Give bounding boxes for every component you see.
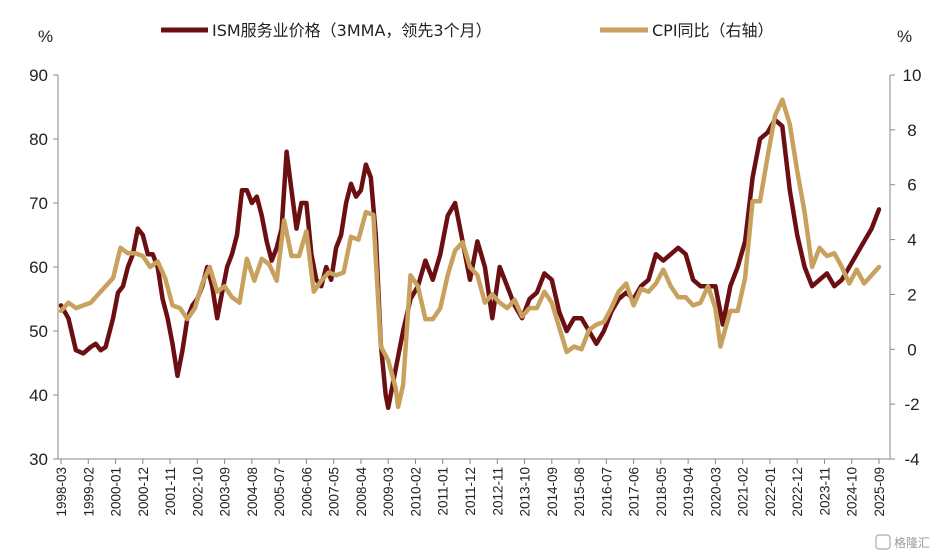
x-tick-label: 2021-02: [736, 467, 751, 517]
x-tick-label: 2014-09: [545, 467, 560, 517]
right-axis-unit: %: [897, 27, 912, 46]
x-tick-label: 2008-04: [354, 467, 369, 517]
watermark-text: 格隆汇: [894, 535, 930, 550]
x-tick-label: 2023-11: [817, 467, 832, 516]
x-tick-label: 2007-05: [327, 467, 342, 517]
x-tick-label: 2024-10: [845, 467, 860, 517]
left-axis-unit: %: [38, 27, 53, 46]
x-tick-label: 2017-06: [627, 467, 642, 517]
watermark-logo-icon: [875, 534, 891, 550]
right-tick-label: 4: [907, 231, 916, 250]
right-tick-label: 10: [903, 66, 922, 85]
left-tick-label: 40: [29, 386, 48, 405]
legend-label-ism: ISM服务业价格（3MMA，领先3个月）: [212, 21, 492, 40]
x-tick-label: 1998-03: [54, 467, 69, 517]
x-tick-label: 2000-12: [136, 467, 151, 517]
x-tick-label: 2006-06: [299, 467, 314, 517]
cpi-yoy-line: [58, 97, 882, 410]
x-tick-label: 2003-09: [218, 467, 233, 517]
x-tick-label: 2002-10: [190, 467, 205, 517]
legend-label-cpi: CPI同比（右轴）: [652, 21, 774, 40]
left-tick-label: 80: [29, 130, 48, 149]
x-tick-label: 2018-05: [654, 467, 669, 517]
right-tick-label: 2: [907, 285, 916, 304]
right-tick-label: 6: [907, 176, 916, 195]
x-tick-label: 2009-03: [381, 467, 396, 517]
right-tick-label: -2: [904, 395, 919, 414]
series-layer: [58, 97, 882, 411]
x-tick-label: 2022-12: [790, 467, 805, 517]
right-tick-label: 0: [907, 340, 916, 359]
x-tick-label: 2025-09: [872, 467, 887, 517]
x-tick-label: 2019-04: [681, 467, 696, 517]
watermark: 格隆汇: [875, 534, 930, 550]
ism-services-prices-line: [58, 117, 882, 411]
x-tick-label: 2004-08: [245, 467, 260, 517]
left-tick-labels: 30 40 50 60 70 80 90: [29, 66, 58, 469]
x-tick-label: 2013-10: [518, 467, 533, 517]
left-tick-label: 60: [29, 258, 48, 277]
right-tick-labels: -4 -2 0 2 4 6 8 10: [890, 66, 921, 469]
x-tick-label: 2001-11: [163, 467, 178, 516]
left-tick-label: 50: [29, 322, 48, 341]
x-tick-label: 2011-12: [463, 467, 478, 516]
left-tick-label: 90: [29, 66, 48, 85]
left-tick-label: 70: [29, 194, 48, 213]
x-tick-label: 2015-08: [572, 467, 587, 517]
x-tick-label: 2000-01: [109, 467, 124, 517]
x-tick-label: 2012-11: [490, 467, 505, 516]
x-tick-label: 2022-01: [763, 467, 778, 517]
x-tick-label: 1999-02: [81, 467, 96, 517]
x-tick-labels: 1998-03 1999-02 2000-01 2000-12 2001-11 2002-…: [54, 459, 887, 517]
right-tick-label: -4: [904, 450, 919, 469]
x-tick-label: 2011-01: [436, 467, 451, 516]
x-tick-label: 2005-07: [272, 467, 287, 517]
x-tick-label: 2010-02: [408, 467, 423, 517]
right-tick-label: 8: [907, 121, 916, 140]
legend: ISM服务业价格（3MMA，领先3个月） CPI同比（右轴）: [161, 21, 774, 40]
left-tick-label: 30: [29, 450, 48, 469]
x-tick-label: 2016-07: [599, 467, 614, 517]
x-tick-label: 2020-03: [708, 467, 723, 517]
